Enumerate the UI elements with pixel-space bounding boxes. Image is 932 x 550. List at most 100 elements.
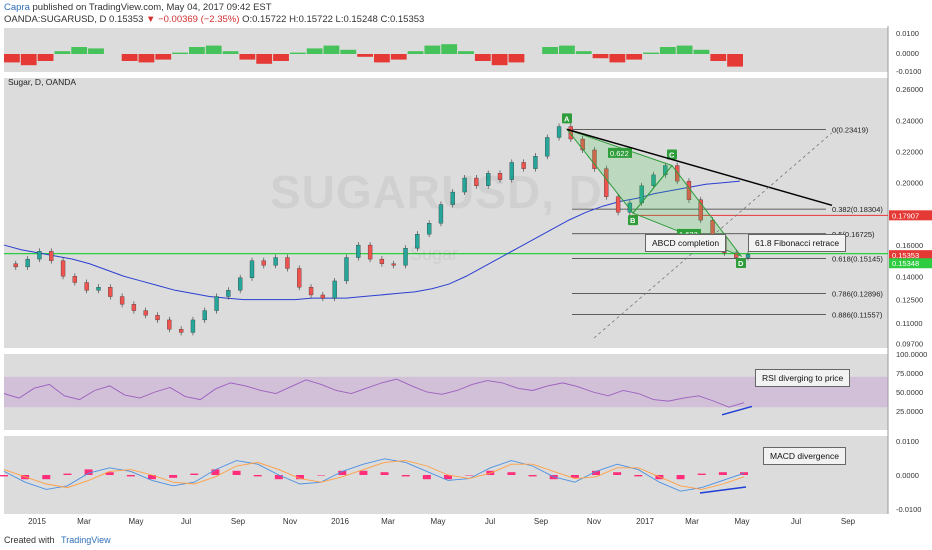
price-tick-label: 0.12500 [896, 296, 923, 305]
price-tick-label: 0.16000 [896, 241, 923, 250]
ohlc-values: O:0.15722 H:0.15722 L:0.15248 C:0.15353 [242, 14, 425, 25]
price-marker-box [889, 250, 932, 261]
chart-title: Sugar, D, OANDA [8, 77, 76, 87]
x-axis-label: Mar [381, 517, 395, 526]
oscillator-bar [189, 47, 205, 54]
macd-histogram-bar [676, 475, 685, 480]
rsi-band [4, 376, 888, 408]
price-candle [119, 296, 125, 305]
price-candle [131, 304, 137, 311]
oscillator-bar [4, 54, 20, 63]
price-candle [226, 290, 231, 297]
price-axis-strip [888, 26, 932, 514]
x-axis-label: May [128, 517, 143, 526]
rsi-line [3, 378, 745, 408]
price-candle [403, 248, 408, 266]
price-candle [674, 165, 680, 182]
macd-tick-label: 0.0100 [896, 437, 919, 446]
price-candle [320, 294, 326, 299]
oscillator-bar [626, 54, 643, 60]
price-candle [462, 177, 467, 193]
price-candle [663, 165, 668, 176]
price-candle [497, 173, 503, 180]
annotation-macd-divergence: MACD divergence [763, 447, 846, 465]
fib-level-label: 0(0.23419) [832, 125, 869, 134]
price-candle [285, 257, 290, 269]
macd-histogram-bar [148, 475, 156, 480]
publish-line: Capra published on TradingView.com, May … [4, 2, 272, 14]
price-candle [745, 254, 751, 258]
price-marker-label: 0.17907 [892, 211, 919, 220]
price-candle [308, 287, 314, 296]
rsi-tick-label: 50.0000 [896, 388, 923, 397]
oscillator-bar [306, 48, 323, 54]
x-axis-label: May [430, 517, 445, 526]
macd-histogram-bar [42, 475, 51, 480]
chart-area[interactable]: Sugar, D, OANDA 0.26000 0.24000 0.22000 0.20… [0, 26, 932, 540]
price-candle [604, 168, 609, 197]
price-candle [297, 268, 302, 288]
annotation-rsi-divergence: RSI diverging to price [755, 369, 851, 387]
price-candle [37, 251, 42, 260]
macd-histogram-bar [84, 469, 93, 475]
oscillator-bar [727, 54, 743, 67]
tradingview-link[interactable]: TradingView [61, 535, 111, 545]
macd-divergence-arrow [699, 486, 747, 494]
macd-histogram-bar [444, 475, 452, 480]
abcd-point-marker [562, 113, 572, 124]
price-candle [356, 244, 361, 258]
footer: Created with TradingView [4, 535, 111, 545]
macd-histogram-bar [296, 475, 304, 480]
price-candle [545, 137, 550, 157]
fib-level-label: 0.382(0.18304) [832, 205, 883, 214]
oscillator-bar [609, 54, 626, 63]
price-candle [521, 162, 526, 169]
ratio-box [608, 147, 632, 158]
oscillator-bar [491, 54, 508, 66]
chart-header: Capra published on TradingView.com, May … [0, 0, 932, 26]
macd-histogram-bar [169, 475, 178, 478]
price-marker-label: 0.15353 [892, 251, 919, 260]
price-tick-label: 0.20000 [896, 179, 923, 188]
descending-trendline [566, 128, 833, 207]
macd-histogram-bar [401, 475, 410, 477]
price-candle [143, 310, 148, 316]
price-candle [615, 196, 621, 213]
price-candle [438, 204, 444, 224]
price-candle [474, 177, 479, 186]
price-candle [49, 251, 54, 261]
macd-histogram-bar [274, 475, 283, 480]
price-candle [72, 276, 78, 283]
symbol-watermark-sub: Sugar [410, 244, 459, 264]
abcd-point-label: C [669, 151, 675, 160]
price-candle [178, 329, 184, 333]
oscillator-bar [88, 48, 104, 54]
abcd-point-marker [667, 149, 677, 160]
macd-histogram-bar [253, 475, 262, 477]
oscillator-bar [508, 54, 525, 63]
price-candle [651, 174, 656, 186]
macd-tick-label: 0.0000 [896, 471, 919, 480]
fib-level-label: 0.886(0.11557) [832, 310, 883, 319]
oscillator-tick-label: -0.0100 [896, 67, 921, 76]
oscillator-bar [390, 54, 407, 60]
oscillator-bar [289, 52, 306, 54]
author-link[interactable]: Capra [4, 2, 30, 13]
chart-svg[interactable]: Sugar, D, OANDA 0.26000 0.24000 0.22000 0.20… [0, 26, 932, 540]
oscillator-bar [256, 54, 273, 64]
oscillator-bar [340, 49, 357, 54]
oscillator-bar [273, 54, 289, 61]
price-candle [486, 173, 491, 186]
oscillator-bar [374, 54, 390, 63]
abcd-point-label: D [738, 259, 744, 268]
macd-histogram-bar [592, 470, 600, 475]
oscillator-bar [559, 45, 575, 54]
macd-histogram-bar [634, 475, 643, 477]
oscillator-bar [239, 54, 256, 60]
price-candle [344, 257, 349, 282]
abcd-point-marker [628, 215, 638, 226]
oscillator-bar [172, 52, 188, 54]
oscillator-bar [575, 51, 592, 54]
macd-histogram-bar [126, 475, 135, 477]
macd-histogram-bar [507, 472, 516, 475]
